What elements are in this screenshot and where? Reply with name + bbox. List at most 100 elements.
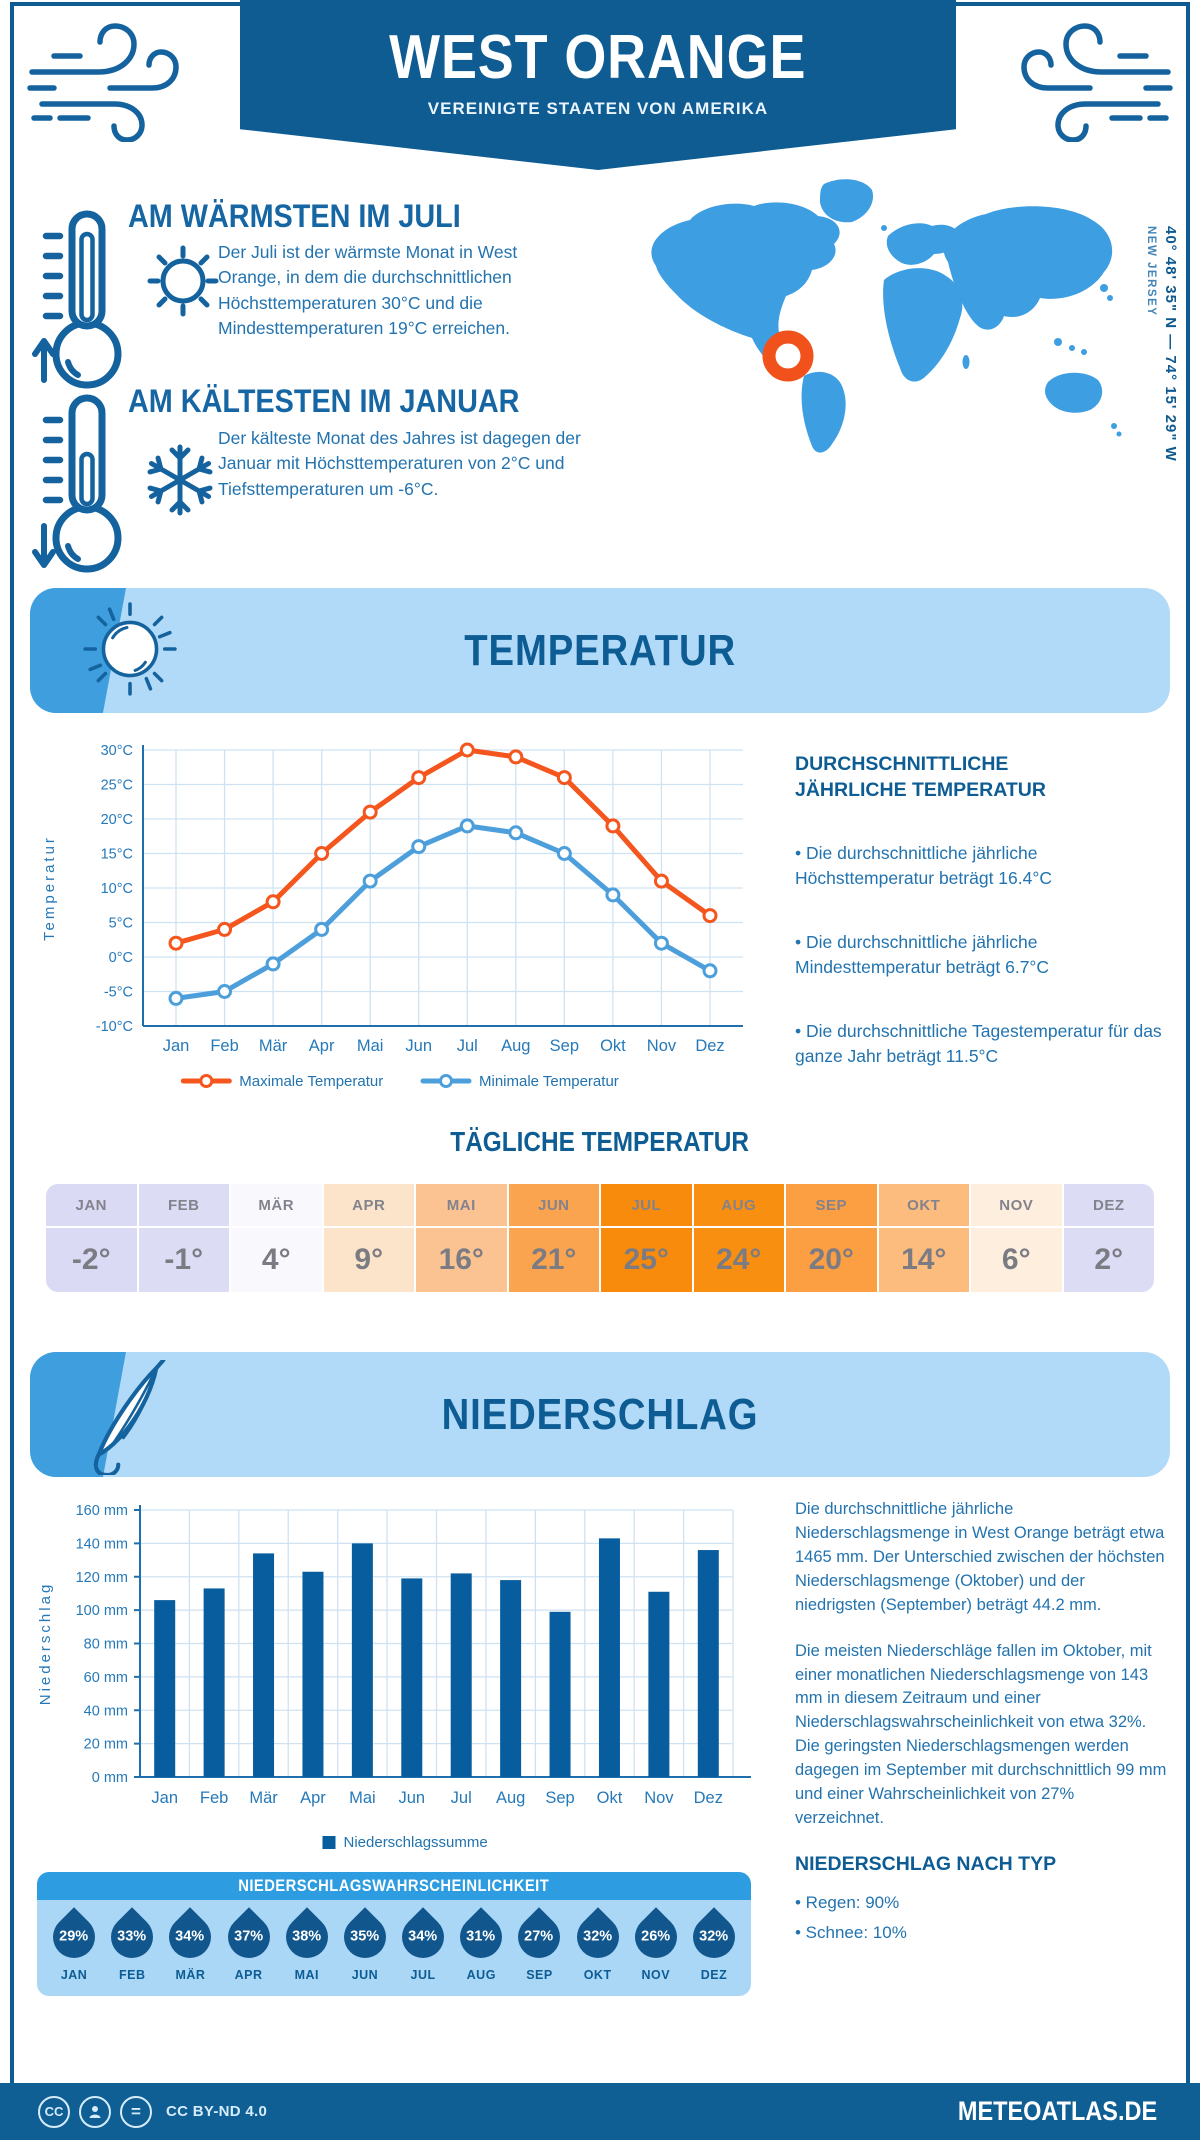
probability-column: 33% FEB [102, 1907, 162, 1982]
svg-text:Jun: Jun [398, 1789, 425, 1807]
svg-text:25°C: 25°C [101, 778, 133, 794]
temperature-section-title: TEMPERATUR [464, 625, 736, 675]
probability-month: MÄR [175, 1968, 206, 1982]
svg-text:Nov: Nov [644, 1789, 674, 1807]
probability-value: 32% [583, 1929, 613, 1945]
daily-table-value: 16° [416, 1228, 507, 1292]
snowflake-icon [147, 444, 213, 516]
daily-table-value: -2° [46, 1228, 137, 1292]
probability-column: 34% JUL [393, 1907, 453, 1982]
probability-column: 37% APR [218, 1907, 279, 1982]
location-marker-icon [762, 330, 814, 382]
svg-text:120 mm: 120 mm [76, 1570, 128, 1586]
coldest-text: Der kälteste Monat des Jahres ist dagege… [218, 428, 581, 499]
svg-text:Mär: Mär [249, 1789, 278, 1807]
daily-table-month: JAN [46, 1184, 137, 1226]
svg-text:-10°C: -10°C [96, 1019, 133, 1035]
coordinates-block: 40° 48' 35" N — 74° 15' 29" W NEW JERSEY [1141, 226, 1182, 462]
svg-text:Dez: Dez [694, 1789, 723, 1807]
svg-text:Jul: Jul [451, 1789, 472, 1807]
precipitation-bar-chart: 0 mm 20 mm 40 mm 60 mm 80 mm 100 mm 120 mm 140 … [37, 1503, 751, 1851]
thermometer-down-icon [32, 394, 122, 573]
probability-value: 31% [466, 1929, 496, 1945]
thermometer-up-icon [32, 210, 122, 389]
svg-text:Aug: Aug [496, 1789, 525, 1807]
daily-table-month: MAI [416, 1184, 507, 1226]
probability-value: 33% [117, 1929, 147, 1945]
temperature-line-chart: -10°C -5°C 0°C 5°C 10°C 15°C 20°C 25°C 30°C Jan Fe… [41, 742, 743, 1090]
probability-month: JUL [410, 1968, 436, 1982]
daily-table-value: 6° [971, 1228, 1062, 1292]
precipitation-probability-box: NIEDERSCHLAGSWAHRSCHEINLICHKEIT 29% JAN 33… [37, 1872, 751, 1996]
probability-month: MAI [294, 1968, 319, 1982]
svg-text:Jan: Jan [163, 1037, 190, 1055]
raindrop-icon: 27% [509, 1907, 570, 1967]
probability-value: 32% [699, 1929, 729, 1945]
probability-value: 37% [234, 1929, 264, 1945]
daily-table-month: JUN [508, 1184, 599, 1226]
svg-text:Mär: Mär [259, 1037, 288, 1055]
probability-month: APR [234, 1968, 263, 1982]
page-title: WEST ORANGE [389, 23, 807, 92]
raindrop-icon: 26% [626, 1907, 686, 1967]
raindrop-icon: 31% [451, 1907, 511, 1967]
daily-table-month: NOV [971, 1184, 1062, 1226]
site-label: METEOATLAS.DE [957, 2096, 1158, 2126]
precipitation-text-panel: Die durchschnittliche jährliche Niedersc… [795, 1498, 1167, 1947]
svg-text:Okt: Okt [600, 1037, 626, 1055]
daily-table-value: 2° [1063, 1228, 1154, 1292]
raindrop-icon: 34% [393, 1907, 453, 1967]
svg-text:Sep: Sep [545, 1789, 574, 1807]
svg-text:140 mm: 140 mm [76, 1536, 128, 1552]
svg-text:Feb: Feb [200, 1789, 228, 1807]
probability-title: NIEDERSCHLAGSWAHRSCHEINLICHKEIT [37, 1872, 751, 1900]
svg-text:0°C: 0°C [109, 950, 133, 966]
svg-text:Mai: Mai [349, 1789, 376, 1807]
precipitation-section-title: NIEDERSCHLAG [441, 1389, 759, 1439]
svg-text:40 mm: 40 mm [84, 1703, 128, 1719]
precipitation-banner: NIEDERSCHLAG [30, 1352, 1170, 1477]
probability-month: AUG [466, 1968, 496, 1982]
raindrop-icon: 38% [277, 1907, 337, 1967]
daily-table-value: 20° [786, 1228, 877, 1292]
wind-icon [1021, 23, 1173, 142]
svg-text:160 mm: 160 mm [76, 1503, 128, 1519]
daily-table-value: 9° [323, 1228, 414, 1292]
daily-table-value: 21° [508, 1228, 599, 1292]
svg-text:30°C: 30°C [101, 743, 133, 759]
probability-value: 26% [641, 1929, 671, 1945]
header-ribbon: WEST ORANGE VEREINIGTE STAATEN VON AMERI… [240, 0, 956, 170]
probability-value: 35% [350, 1929, 380, 1945]
warmest-text: Der Juli ist der wärmste Monat in West O… [218, 242, 518, 339]
probability-month: SEP [526, 1968, 553, 1982]
footer-bar: CC = CC BY-ND 4.0 METEOATLAS.DE [0, 2083, 1200, 2140]
precipitation-paragraph: Die durchschnittliche jährliche Niedersc… [795, 1500, 1165, 1614]
svg-text:Jul: Jul [457, 1037, 478, 1055]
annual-bullet: • Die durchschnittliche jährliche Höchst… [795, 843, 1052, 888]
probability-value: 34% [408, 1929, 438, 1945]
daily-table-month: FEB [138, 1184, 229, 1226]
probability-month: OKT [583, 1968, 612, 1982]
precipitation-type-bullet: • Regen: 90% [795, 1892, 900, 1912]
probability-value: 34% [175, 1929, 205, 1945]
daily-table-month: SEP [786, 1184, 877, 1226]
sun-icon [83, 602, 177, 696]
svg-text:Okt: Okt [597, 1789, 623, 1807]
daily-temperature-heading: TÄGLICHE TEMPERATUR [450, 1126, 750, 1157]
probability-month: NOV [641, 1968, 671, 1982]
daily-table-value: 14° [878, 1228, 969, 1292]
temperature-banner: TEMPERATUR [30, 588, 1170, 713]
probability-column: 31% AUG [451, 1907, 511, 1982]
probability-column: 32% DEZ [684, 1907, 744, 1982]
coldest-heading: AM KÄLTESTEN IM JANUAR [128, 383, 520, 419]
svg-text:Maximale Temperatur: Maximale Temperatur [239, 1073, 383, 1090]
daily-table-month: MÄR [231, 1184, 322, 1226]
precipitation-paragraph: Die meisten Niederschläge fallen im Okto… [795, 1641, 1167, 1828]
daily-table-month: APR [323, 1184, 414, 1226]
svg-text:0 mm: 0 mm [92, 1770, 128, 1786]
svg-text:10°C: 10°C [101, 881, 133, 897]
raindrop-icon: 35% [335, 1907, 395, 1967]
svg-text:Sep: Sep [550, 1037, 579, 1055]
svg-text:Niederschlag: Niederschlag [37, 1582, 54, 1706]
